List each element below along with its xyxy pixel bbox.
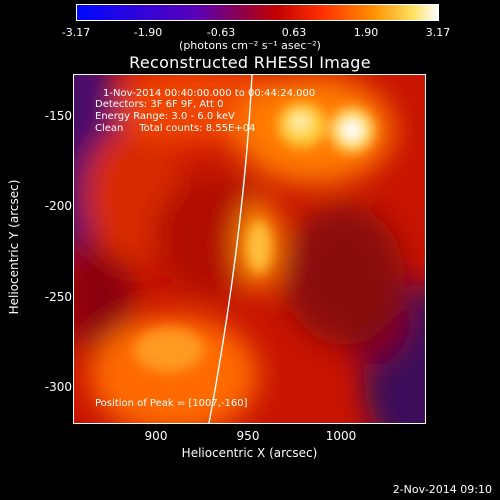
y-tick-label: -150 <box>44 109 72 123</box>
time-range-annotation: 1-Nov-2014 00:40:00.000 to 00:44:24.000 <box>103 88 316 99</box>
solar-limb-line <box>208 75 253 423</box>
x-tick-label: 950 <box>236 429 260 443</box>
colorbar-tick: -1.90 <box>133 26 163 39</box>
x-axis-label: Heliocentric X (arcsec) <box>181 446 318 460</box>
energy-range-annotation: Energy Range: 3.0 - 6.0 keV <box>95 111 235 122</box>
image-title: Reconstructed RHESSI Image <box>129 53 371 72</box>
y-tick-label: -250 <box>44 290 72 304</box>
x-tick-label: 900 <box>144 429 168 443</box>
colorbar-tick: 1.90 <box>353 26 379 39</box>
y-tick-label: -200 <box>44 199 72 213</box>
detectors-annotation: Detectors: 3F 6F 9F, Att 0 <box>95 99 224 110</box>
peak-position-annotation: Position of Peak = [1007,-160] <box>95 398 248 409</box>
clean-counts-annotation: Clean Total counts: 8.55E+04 <box>95 123 256 134</box>
colorbar-tick: 3.17 <box>425 26 451 39</box>
colorbar <box>76 4 439 21</box>
colorbar-units: (photons cm⁻² s⁻¹ asec⁻²) <box>179 39 321 52</box>
colorbar-tick: -0.63 <box>206 26 236 39</box>
x-tick-label: 1000 <box>325 429 357 443</box>
colorbar-tick: -3.17 <box>61 26 91 39</box>
colorbar-tick: 0.63 <box>281 26 307 39</box>
rhessi-image-plot <box>73 74 426 424</box>
generation-date: 2-Nov-2014 09:10 <box>392 483 492 496</box>
y-tick-label: -300 <box>44 380 72 394</box>
y-axis-label: Heliocentric Y (arcsec) <box>7 179 21 315</box>
